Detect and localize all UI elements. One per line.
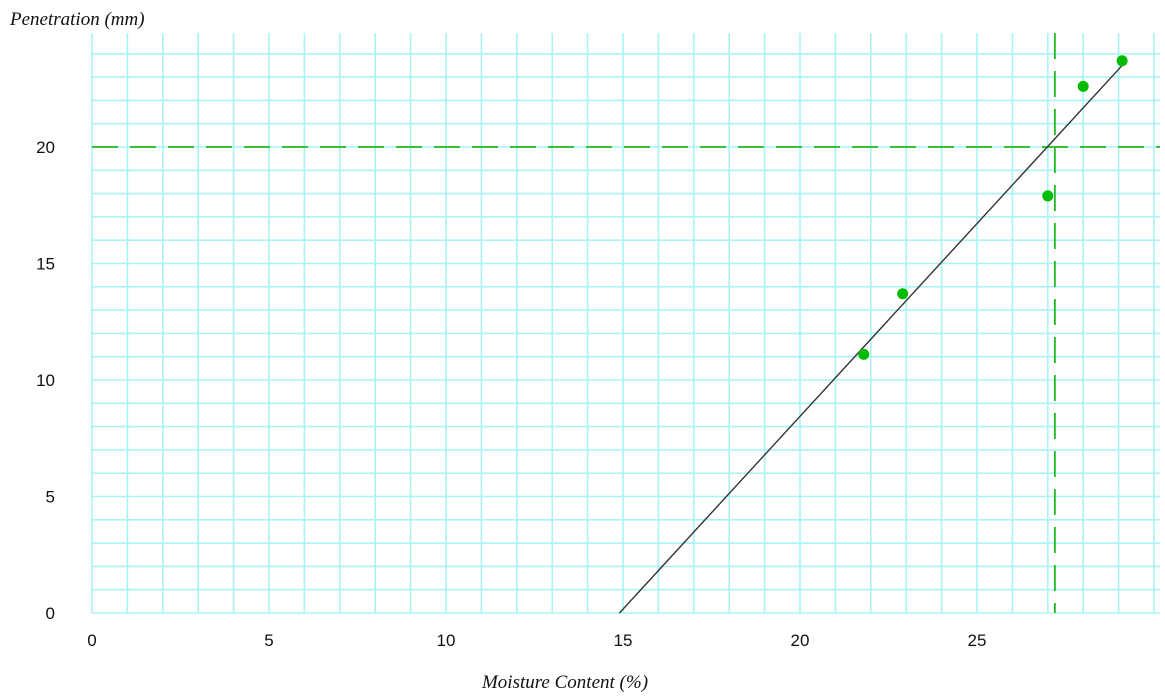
trend-line-group bbox=[618, 64, 1123, 614]
y-tick-label: 10 bbox=[36, 371, 55, 390]
x-tick-label: 10 bbox=[437, 631, 456, 650]
data-point bbox=[1042, 190, 1054, 202]
y-tick-label: 5 bbox=[46, 488, 55, 507]
data-point bbox=[1077, 80, 1089, 92]
reference-lines bbox=[92, 33, 1160, 613]
x-tick-label: 5 bbox=[264, 631, 273, 650]
x-tick-label: 20 bbox=[791, 631, 810, 650]
data-points bbox=[858, 55, 1128, 360]
x-axis-title: Moisture Content (%) bbox=[481, 672, 648, 693]
data-point bbox=[858, 348, 870, 360]
x-tick-label: 15 bbox=[614, 631, 633, 650]
trend-line bbox=[618, 64, 1123, 614]
y-tick-label: 0 bbox=[46, 604, 55, 623]
grid bbox=[91, 33, 1160, 614]
y-axis-title: Penetration (mm) bbox=[9, 9, 145, 30]
data-point bbox=[1116, 55, 1128, 67]
x-tick-label: 25 bbox=[968, 631, 987, 650]
y-tick-label: 20 bbox=[36, 138, 55, 157]
x-tick-label: 0 bbox=[87, 631, 96, 650]
data-point bbox=[897, 288, 909, 300]
y-tick-label: 15 bbox=[36, 255, 55, 274]
tick-labels: 0 5 10 15 20 25 0 5 10 15 20 bbox=[36, 138, 986, 650]
